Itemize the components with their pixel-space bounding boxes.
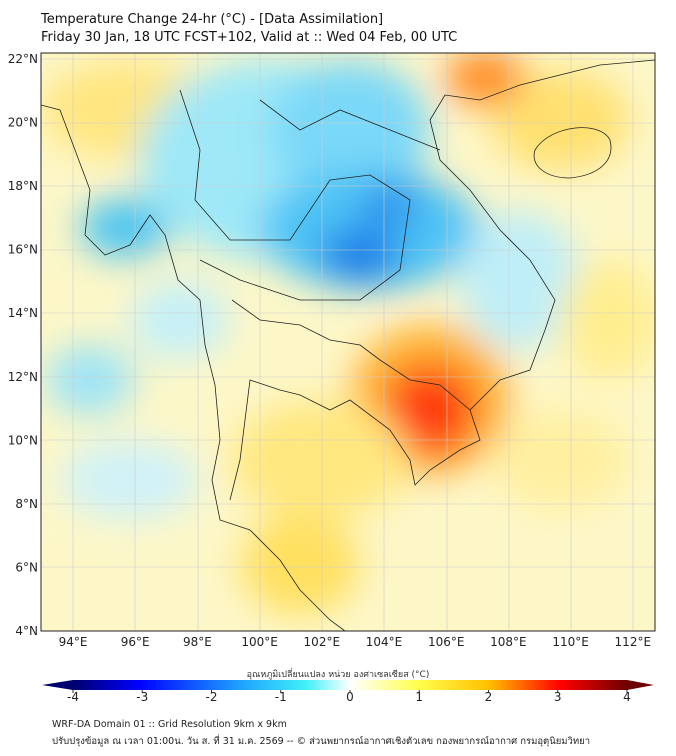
latitude-label: 10°N — [8, 433, 38, 447]
footer-update-info: ปรับปรุงข้อมูล ณ เวลา 01:00น. วัน ส. ที่… — [52, 736, 591, 747]
latitude-label: 6°N — [15, 560, 38, 574]
longitude-labels: 94°E 96°E 98°E 100°E 102°E 104°E 106°E 108°E 110… — [59, 635, 651, 649]
longitude-label: 106°E — [428, 635, 465, 649]
latitude-label: 12°N — [8, 370, 38, 384]
latitude-label: 4°N — [15, 624, 38, 638]
coastlines-borders — [41, 59, 655, 631]
latitude-labels: 4°N 6°N 8°N 10°N 12°N 14°N 16°N 18°N 20°N 22°N — [8, 52, 38, 638]
colorbar-tick-label: 1 — [415, 690, 423, 704]
longitude-label: 102°E — [304, 635, 341, 649]
colorbar-max-arrow — [627, 680, 654, 690]
latitude-label: 22°N — [8, 52, 38, 66]
colorbar-tick-label: 2 — [485, 690, 493, 704]
colorbar-label: อุณหภูมิเปลี่ยนแปลง หน่วย องศาเซลเซียส (… — [246, 670, 430, 680]
latitude-label: 16°N — [8, 243, 38, 257]
latitude-label: 14°N — [8, 306, 38, 320]
colorbar-tick-label: -2 — [206, 690, 218, 704]
colorbar-tick-label: -3 — [136, 690, 148, 704]
colorbar-tick-label: -4 — [67, 690, 79, 704]
temperature-change-map: 4°N 6°N 8°N 10°N 12°N 14°N 16°N 18°N 20°N 22°N 94… — [8, 52, 656, 649]
latitude-label: 20°N — [8, 116, 38, 130]
colorbar-tick-label: -1 — [275, 690, 287, 704]
latitude-label: 18°N — [8, 179, 38, 193]
longitude-label: 100°E — [241, 635, 278, 649]
colorbar: -4 -3 -2 -1 0 1 2 3 4 — [42, 680, 654, 704]
colorbar-tick-label: 4 — [623, 690, 631, 704]
footer-model-info: WRF-DA Domain 01 :: Grid Resolution 9km … — [52, 719, 287, 730]
longitude-label: 98°E — [183, 635, 212, 649]
colorbar-tick-label: 3 — [554, 690, 562, 704]
temperature-field — [41, 53, 655, 631]
longitude-label: 104°E — [366, 635, 403, 649]
longitude-label: 94°E — [59, 635, 88, 649]
chart-subtitle: Friday 30 Jan, 18 UTC FCST+102, Valid at… — [41, 30, 458, 45]
latitude-label: 8°N — [15, 497, 38, 511]
map-frame — [40, 52, 656, 632]
longitude-label: 96°E — [121, 635, 150, 649]
colorbar-gradient — [73, 680, 627, 690]
colorbar-tick-label: 0 — [346, 690, 354, 704]
colorbar-min-arrow — [42, 680, 73, 690]
chart-title: Temperature Change 24-hr (°C) - [Data As… — [41, 12, 384, 27]
gridlines — [41, 53, 655, 631]
longitude-label: 110°E — [552, 635, 589, 649]
longitude-label: 108°E — [490, 635, 527, 649]
longitude-label: 112°E — [615, 635, 652, 649]
